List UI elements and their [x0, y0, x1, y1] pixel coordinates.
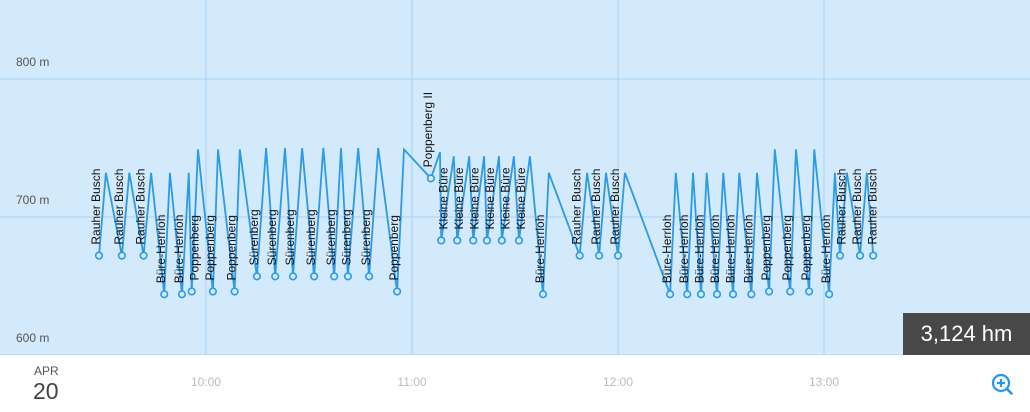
waypoint-label: Kleine Büre	[467, 167, 481, 229]
waypoint-label: Büre-Herrloh	[172, 215, 186, 284]
y-tick-label-700: 700 m	[16, 193, 50, 207]
waypoint-marker	[683, 290, 692, 299]
waypoint-label: Büre-Herrloh	[741, 215, 755, 284]
waypoint-marker	[538, 290, 548, 299]
waypoint-label: Büre-Herrloh	[660, 215, 674, 284]
waypoint-marker	[343, 272, 353, 281]
waypoint-label: Sürenberg	[283, 209, 297, 265]
waypoint-label: Rauher Busch	[570, 169, 584, 245]
waypoint-label: Büre-Herrloh	[708, 215, 722, 284]
waypoint-label: Sürenberg	[324, 209, 338, 265]
waypoint-label: Poppenberg	[187, 215, 201, 280]
waypoint-marker	[426, 174, 435, 183]
waypoint-label: Kleine Büre	[452, 167, 466, 229]
x-tick-label-13: 13:00	[808, 375, 840, 389]
waypoint-marker	[728, 290, 738, 299]
waypoint-marker	[855, 251, 865, 260]
waypoint-label: Kleine Büre	[436, 167, 450, 229]
waypoint-label: Rauher Busch	[89, 169, 103, 245]
waypoint-label: Kleine Büre	[483, 167, 497, 229]
waypoint-marker	[288, 272, 298, 281]
waypoint-marker	[747, 290, 756, 299]
waypoint-marker	[437, 236, 446, 245]
elevation-chart: Rauher Busch Rauher Busch Rauher Busch Büre…	[0, 0, 1030, 355]
date-month: APR	[34, 364, 59, 378]
waypoint-marker	[835, 251, 845, 260]
waypoint-marker	[177, 290, 187, 299]
time-axis: APR 20 10:00 11:00 12:00 13:00	[0, 355, 1030, 412]
waypoint-label: Poppenberg	[387, 215, 401, 280]
x-tick-label-10: 10:00	[190, 375, 222, 389]
waypoint-label: Büre-Herrloh	[533, 215, 547, 284]
waypoint-label: Büre-Herrloh	[819, 215, 833, 284]
waypoint-label: Büre-Herrloh	[677, 215, 691, 284]
waypoint-label: Rauher Busch	[134, 169, 148, 245]
waypoint-marker	[139, 251, 148, 260]
waypoint-marker	[230, 287, 239, 296]
waypoint-marker	[712, 290, 722, 299]
waypoint-label: Rauher Busch	[850, 169, 864, 245]
waypoint-marker	[764, 287, 774, 296]
waypoint-label: Rauher Busch	[835, 169, 849, 245]
waypoint-marker	[310, 272, 319, 281]
waypoint-marker	[825, 290, 834, 299]
waypoint-marker	[869, 251, 878, 260]
waypoint-marker	[117, 251, 126, 260]
waypoint-label: Sürenberg	[304, 209, 318, 265]
waypoint-marker	[575, 251, 584, 260]
waypoint-marker	[271, 272, 280, 281]
waypoint-label: Poppenberg	[225, 215, 239, 280]
waypoint-marker	[160, 290, 169, 299]
waypoint-marker	[482, 236, 492, 245]
waypoint-label: Rauher Busch	[589, 169, 603, 245]
waypoint-label: Poppenberg	[203, 215, 217, 280]
waypoint-marker	[665, 290, 675, 299]
waypoint-label: Büre-Herrloh	[724, 215, 738, 284]
total-climb-badge: 3,124 hm	[903, 313, 1030, 355]
waypoint-label: Sürenberg	[265, 209, 279, 265]
waypoint-label: Rauher Busch	[866, 169, 880, 245]
y-tick-label-600: 600 m	[16, 331, 50, 345]
waypoint-marker	[514, 236, 524, 245]
waypoint-label: Poppenberg II	[421, 92, 435, 167]
x-tick-label-12: 12:00	[602, 375, 634, 389]
waypoint-label: Rauher Busch	[608, 169, 622, 245]
waypoint-marker	[364, 272, 374, 281]
x-tick-label-11: 11:00	[397, 375, 427, 389]
zoom-in-icon[interactable]	[990, 372, 1014, 396]
date-day: 20	[33, 378, 59, 404]
waypoint-marker	[187, 287, 196, 296]
waypoint-marker	[453, 236, 462, 245]
waypoint-marker	[696, 290, 706, 299]
waypoint-marker	[208, 287, 217, 296]
waypoint-label: Sürenberg	[359, 209, 373, 265]
y-tick-label-800: 800 m	[16, 55, 50, 69]
waypoint-marker	[497, 236, 506, 245]
waypoint-marker	[252, 272, 262, 281]
waypoint-marker	[393, 287, 402, 296]
waypoint-label: Kleine Büre	[498, 167, 512, 229]
waypoint-marker	[805, 287, 814, 296]
waypoint-label: Sürenberg	[247, 209, 261, 265]
waypoint-marker	[786, 287, 795, 296]
waypoint-label: Büre-Herrloh	[154, 215, 168, 284]
waypoint-marker	[595, 251, 604, 260]
waypoint-label: Büre-Herrloh	[693, 215, 707, 284]
waypoint-label: Poppenberg	[780, 215, 794, 280]
waypoint-label: Sürenberg	[340, 209, 354, 265]
waypoint-marker	[469, 236, 478, 245]
waypoint-label: Poppenberg	[759, 215, 773, 280]
waypoint-label: Kleine Büre	[514, 167, 528, 229]
waypoint-marker	[613, 251, 623, 260]
elevation-line	[98, 147, 875, 295]
waypoint-marker	[330, 272, 339, 281]
waypoint-marker	[94, 251, 104, 260]
waypoint-label: Rauher Busch	[112, 169, 126, 245]
waypoint-label: Poppenberg	[799, 215, 813, 280]
chart-canvas: Rauher Busch Rauher Busch Rauher BuschBüre…	[0, 0, 1030, 355]
